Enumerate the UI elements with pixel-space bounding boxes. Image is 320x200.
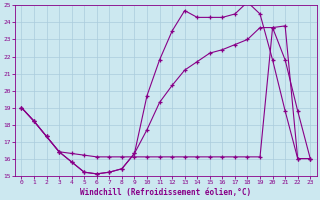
X-axis label: Windchill (Refroidissement éolien,°C): Windchill (Refroidissement éolien,°C) (80, 188, 252, 197)
